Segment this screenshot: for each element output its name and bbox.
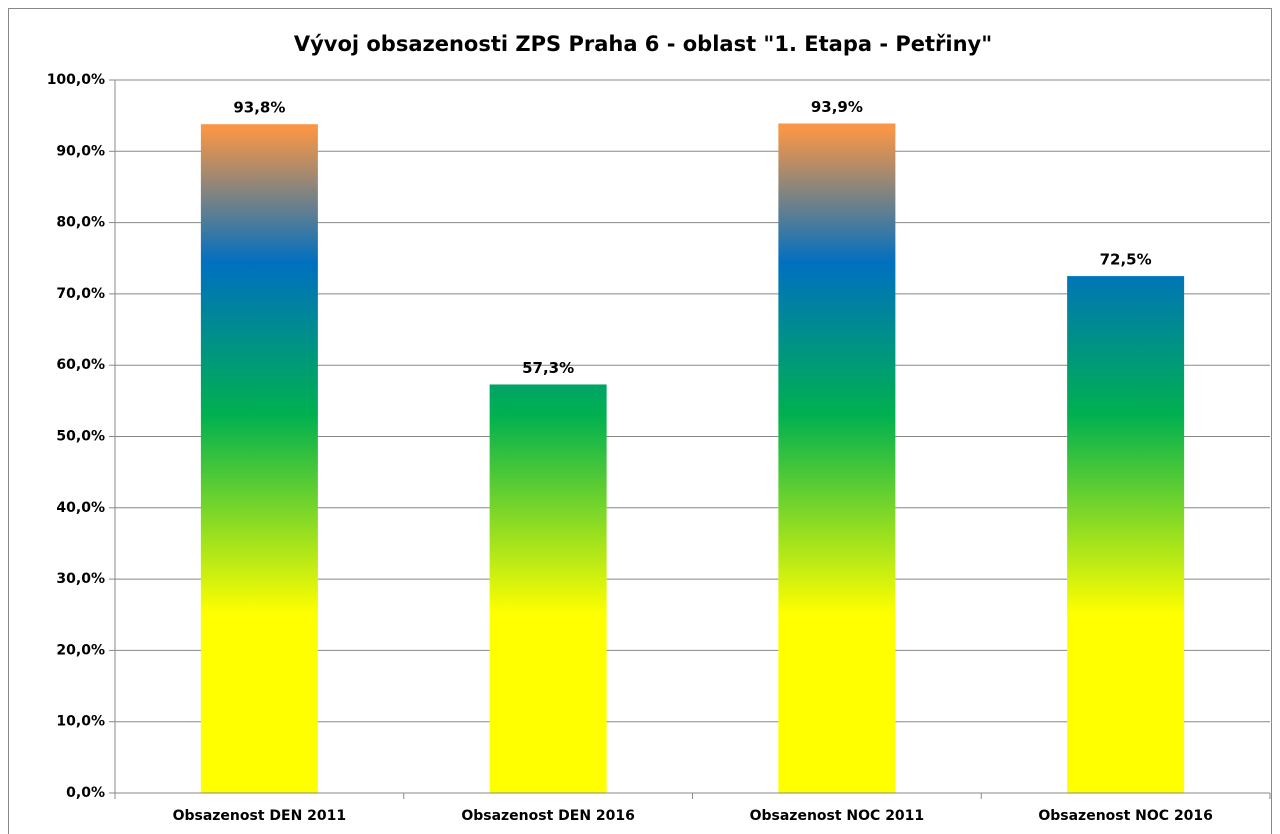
- bar: [489, 384, 607, 793]
- x-tick-label: Obsazenost NOC 2016: [1038, 808, 1213, 824]
- y-tick-label: 30,0%: [56, 571, 105, 587]
- y-tick-label: 60,0%: [56, 357, 105, 373]
- chart-title: Vývoj obsazenosti ZPS Praha 6 - oblast "…: [294, 32, 992, 56]
- value-label: 93,8%: [233, 99, 285, 117]
- x-tick-label: Obsazenost NOC 2011: [750, 808, 925, 824]
- value-label: 57,3%: [522, 359, 574, 377]
- y-tick-label: 90,0%: [56, 143, 105, 159]
- y-tick-label: 50,0%: [56, 429, 105, 445]
- y-tick-label: 20,0%: [56, 642, 105, 658]
- y-tick-label: 100,0%: [47, 72, 105, 88]
- x-tick-label: Obsazenost DEN 2016: [461, 808, 635, 824]
- bar: [778, 123, 896, 794]
- y-tick-label: 40,0%: [56, 500, 105, 516]
- value-label: 93,9%: [811, 98, 863, 116]
- bar: [200, 124, 318, 794]
- y-tick-label: 0,0%: [66, 785, 105, 801]
- y-tick-label: 70,0%: [56, 286, 105, 302]
- x-tick-label: Obsazenost DEN 2011: [173, 808, 347, 824]
- value-label: 72,5%: [1100, 251, 1152, 269]
- bar: [1067, 276, 1185, 793]
- y-tick-label: 80,0%: [56, 215, 105, 231]
- y-tick-label: 10,0%: [56, 714, 105, 730]
